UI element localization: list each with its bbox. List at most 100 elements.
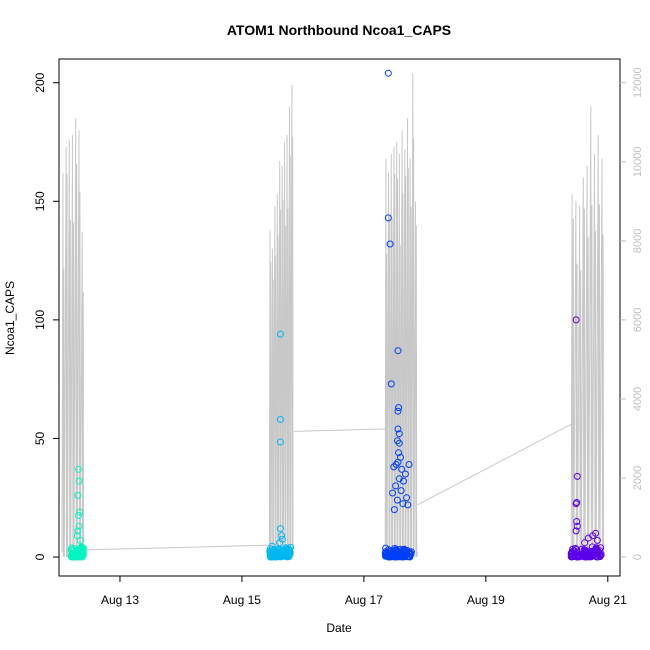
data-point: [392, 461, 400, 468]
data-point: [75, 512, 82, 519]
x-tick-label: Aug 21: [589, 593, 627, 607]
data-point: [389, 489, 397, 497]
data-point: [597, 551, 605, 559]
data-point: [593, 547, 601, 555]
data-point: [276, 438, 284, 446]
x-tick-label: Aug 15: [223, 593, 261, 607]
data-point: [572, 527, 580, 535]
data-point: [593, 536, 601, 544]
y-tick-label: 100: [33, 310, 47, 330]
data-point: [276, 416, 284, 423]
data-point: [75, 465, 82, 473]
line-segment: [61, 118, 86, 558]
data-point: [386, 240, 394, 248]
line-bridge: [293, 428, 386, 432]
data-point: [405, 461, 413, 468]
data-point: [276, 539, 284, 547]
data-point: [381, 549, 389, 557]
y2-tick-label: 8000: [632, 229, 644, 253]
line-segment: [268, 85, 295, 558]
data-point: [276, 525, 284, 533]
data-point: [573, 518, 581, 525]
data-point: [76, 536, 84, 544]
data-point: [74, 527, 82, 535]
data-point: [392, 482, 400, 490]
y2-tick-label: 6000: [632, 308, 644, 332]
data-point: [384, 214, 392, 222]
x-tick-label: Aug 13: [101, 593, 139, 607]
data-point: [394, 347, 402, 355]
data-point: [584, 534, 592, 542]
data-point: [399, 546, 407, 554]
data-point: [399, 500, 407, 508]
line-segment: [570, 106, 606, 558]
data-point: [393, 496, 401, 504]
x-tick-label: Aug 19: [467, 593, 505, 607]
line-bridge: [417, 423, 572, 506]
line-segment: [384, 73, 419, 558]
data-point: [398, 465, 406, 473]
data-point: [279, 547, 287, 555]
data-point: [400, 477, 407, 485]
data-point: [581, 539, 589, 547]
data-point: [575, 552, 583, 559]
data-point: [590, 547, 598, 555]
data-point: [572, 316, 580, 324]
data-point: [573, 472, 581, 480]
data-point: [75, 477, 83, 485]
data-point: [387, 380, 395, 388]
data-point: [395, 439, 403, 447]
y2-tick-label: 10000: [632, 146, 644, 177]
plot-area-border: [58, 58, 621, 577]
data-point: [270, 549, 278, 557]
data-point: [394, 458, 402, 466]
y2-tick-label: 4000: [632, 387, 644, 411]
data-point: [389, 552, 396, 560]
data-point: [390, 506, 398, 514]
data-point: [276, 330, 284, 338]
data-point: [395, 449, 403, 457]
y-axis-label: Ncoa1_CAPS: [3, 281, 17, 355]
data-point: [266, 549, 274, 556]
data-point: [406, 553, 414, 561]
x-tick-label: Aug 17: [345, 593, 383, 607]
chart-title: ATOM1 Northbound Ncoa1_CAPS: [227, 22, 451, 38]
data-point: [568, 552, 576, 560]
y-tick-label: 150: [33, 191, 47, 211]
data-point: [573, 522, 581, 530]
points-series: [67, 69, 605, 561]
y-tick-label: 200: [33, 72, 47, 92]
data-point: [406, 548, 413, 556]
secondary-y-axis: 0 2000 4000 6000 8000 10000 12000: [620, 67, 644, 560]
data-point: [397, 487, 405, 495]
x-axis: Aug 13 Aug 15 Aug 17 Aug 19 Aug 21: [101, 576, 627, 607]
data-point: [579, 552, 587, 560]
data-point: [403, 548, 411, 556]
data-point: [76, 508, 84, 516]
y-tick-label: 50: [33, 431, 47, 445]
data-point: [75, 522, 83, 530]
data-point: [572, 500, 580, 508]
data-point: [395, 404, 403, 412]
data-point: [394, 425, 402, 433]
data-point: [585, 549, 593, 557]
data-point: [390, 463, 398, 471]
line-bridge: [84, 544, 270, 551]
data-point: [395, 475, 403, 483]
x-axis-label: Date: [326, 621, 352, 635]
data-point: [404, 501, 412, 509]
data-point: [396, 552, 404, 560]
data-point: [384, 69, 392, 77]
y2-tick-label: 12000: [632, 67, 644, 98]
data-point: [278, 546, 286, 554]
data-point: [70, 551, 77, 559]
data-point: [285, 549, 292, 556]
data-point: [74, 491, 82, 499]
line-series: [61, 73, 606, 558]
y2-tick-label: 2000: [632, 466, 644, 490]
data-point: [401, 470, 409, 478]
y-tick-label: 0: [33, 553, 47, 560]
data-point: [385, 551, 393, 559]
data-point: [266, 545, 274, 553]
